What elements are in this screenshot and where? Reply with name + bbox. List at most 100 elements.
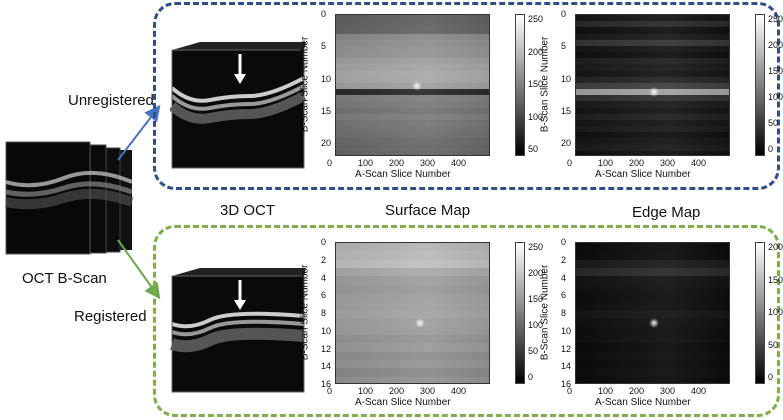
x-axis-label: A-Scan Slice Number	[355, 397, 451, 408]
edge-map-title: Edge Map	[632, 204, 701, 221]
y-tick-label: 0	[561, 9, 567, 19]
heatmap-row	[336, 301, 489, 311]
colorbar-tick-label: 100	[528, 320, 544, 330]
heatmap-row	[576, 126, 729, 133]
colorbar-tick-label: 150	[528, 79, 544, 89]
colorbar	[515, 14, 525, 156]
heatmap-row	[336, 52, 489, 59]
registered-label: Registered	[74, 308, 147, 325]
heatmap-row	[336, 284, 489, 294]
heatmap-row	[336, 343, 489, 353]
heatmap-row	[336, 351, 489, 361]
colorbar	[755, 242, 765, 384]
heatmap-row	[576, 95, 729, 103]
colorbar-tick-label: 150	[768, 274, 783, 285]
x-tick-label: 100	[598, 158, 614, 168]
heatmap-row	[336, 64, 489, 72]
heatmap-row	[576, 132, 729, 140]
x-axis-label: A-Scan Slice Number	[595, 397, 691, 408]
oct-bscan-stack	[4, 140, 134, 260]
heatmap-row	[576, 107, 729, 115]
x-tick-label: 300	[420, 386, 436, 396]
heatmap-row	[576, 276, 729, 286]
y-tick-label: 8	[321, 308, 327, 318]
heatmap-row	[336, 144, 489, 152]
x-tick-label: 200	[389, 386, 405, 396]
x-tick-label: 0	[327, 386, 333, 396]
x-tick-label: 0	[327, 158, 333, 168]
y-tick-label: 14	[561, 361, 572, 372]
y-tick-label: 5	[321, 41, 327, 52]
colorbar-tick-label: 200	[768, 242, 783, 252]
heatmap-row	[576, 70, 729, 78]
heatmap-row	[336, 259, 489, 269]
heatmap-row	[336, 318, 489, 328]
heatmap-row	[576, 309, 729, 319]
heatmap-row	[336, 376, 489, 383]
y-tick-label: 8	[561, 308, 567, 318]
x-tick-label: 100	[358, 386, 374, 396]
bright-spot	[414, 317, 425, 328]
heatmap-row	[336, 126, 489, 133]
y-tick-label: 6	[561, 290, 567, 301]
y-axis-label: B-Scan Slice Number	[299, 36, 311, 133]
heatmap-row	[576, 33, 729, 41]
colorbar-tick-label: 50	[528, 346, 539, 356]
x-tick-label: 0	[567, 386, 573, 396]
heatmap-row	[576, 39, 729, 47]
heatmap-row	[576, 58, 729, 65]
bright-spot	[411, 81, 422, 91]
colorbar-tick-label: 0	[528, 372, 534, 382]
heatmap-row	[576, 119, 729, 127]
heatmap-plot	[335, 242, 490, 384]
heatmap-row	[336, 21, 489, 28]
heatmap-row	[336, 27, 489, 35]
bright-spot	[648, 87, 659, 98]
oct3d-title: 3D OCT	[220, 202, 276, 219]
y-tick-label: 10	[561, 73, 572, 84]
heatmap-row	[576, 268, 729, 277]
x-tick-label: 200	[389, 158, 405, 168]
y-tick-label: 15	[321, 105, 332, 116]
y-axis-label: B-Scan Slice Number	[539, 36, 551, 133]
y-tick-label: 5	[561, 41, 567, 52]
y-tick-label: 2	[561, 254, 567, 265]
heatmap-row	[576, 359, 729, 369]
colorbar-tick-label: 0	[768, 144, 774, 154]
heatmap-row	[336, 58, 489, 65]
y-axis-label: B-Scan Slice Number	[299, 264, 311, 361]
registered-box	[153, 225, 780, 417]
y-tick-label: 10	[321, 325, 332, 336]
heatmap-row	[336, 150, 489, 155]
bright-spot	[648, 317, 659, 328]
arrow-to-unregistered	[117, 104, 161, 161]
x-tick-label: 300	[420, 158, 436, 168]
unregistered-box	[153, 2, 780, 190]
heatmap-row	[576, 284, 729, 294]
x-tick-label: 300	[660, 158, 676, 168]
heatmap-row	[576, 27, 729, 35]
surface-map-title: Surface Map	[385, 202, 471, 219]
x-tick-label: 100	[598, 386, 614, 396]
y-tick-label: 0	[561, 237, 567, 247]
heatmap-row	[336, 251, 489, 261]
colorbar-tick-label: 50	[768, 339, 779, 350]
colorbar-tick-label: 0	[768, 372, 774, 382]
heatmap-row	[576, 326, 729, 336]
heatmap-row	[336, 276, 489, 286]
x-tick-label: 300	[660, 386, 676, 396]
colorbar-tick-label: 200	[768, 40, 783, 50]
oct-bscan-image	[4, 141, 134, 255]
y-tick-label: 4	[321, 272, 327, 283]
heatmap-row	[576, 334, 729, 344]
heatmap-row	[576, 293, 729, 303]
heatmap-row	[336, 107, 489, 115]
y-tick-label: 16	[321, 379, 332, 389]
arrow-to-registered	[117, 239, 161, 300]
x-tick-label: 0	[567, 158, 573, 168]
heatmap-row	[336, 368, 489, 378]
heatmap-row	[576, 45, 729, 53]
heatmap-row	[576, 82, 729, 90]
colorbar-tick-label: 100	[528, 111, 544, 122]
y-tick-label: 15	[561, 105, 572, 116]
